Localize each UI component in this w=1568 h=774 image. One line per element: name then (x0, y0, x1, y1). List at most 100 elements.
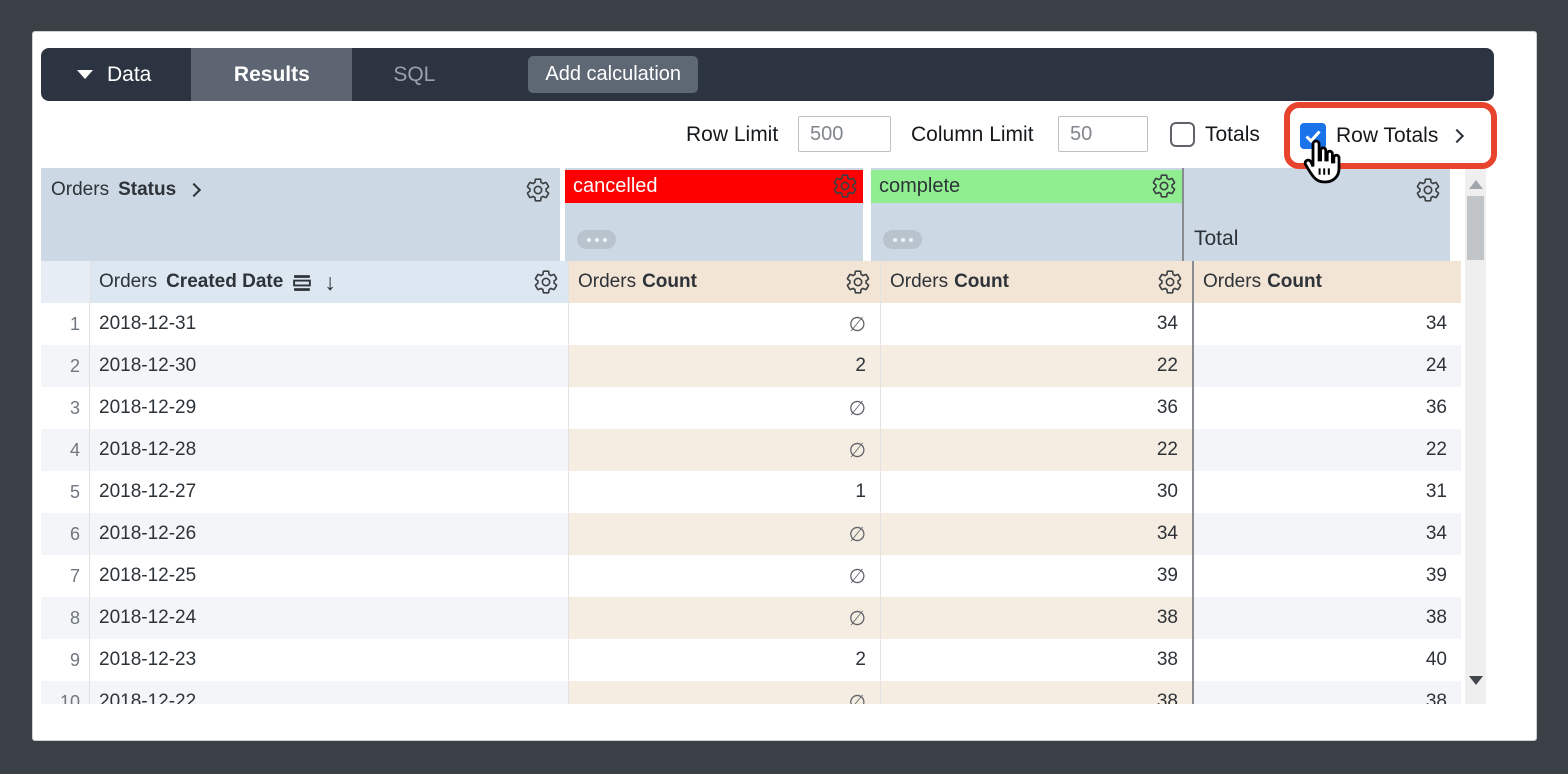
explore-results-card: Data Results SQL Add calculation Row Lim… (32, 31, 1537, 741)
cell-complete-count[interactable]: 30 (881, 471, 1194, 513)
pivot-field-name: Status (118, 179, 177, 200)
table-row: 6 2018-12-26 ∅ 34 34 (41, 513, 1465, 555)
pivot-column-complete[interactable]: complete (871, 168, 1184, 261)
cell-complete-count[interactable]: 38 (881, 597, 1194, 639)
cell-cancelled-count[interactable]: ∅ (569, 303, 881, 345)
dimension-header[interactable]: Orders Created Date ↓ (41, 261, 569, 303)
totals-label: Totals (1205, 123, 1260, 146)
data-tab-label: Data (107, 62, 152, 86)
cell-row-total[interactable]: 31 (1425, 481, 1447, 502)
cell-cancelled-count[interactable]: ∅ (569, 555, 881, 597)
cell-cancelled-count[interactable]: ∅ (569, 387, 881, 429)
measure-name: Count (642, 271, 697, 292)
chevron-right-icon[interactable] (1450, 128, 1465, 143)
gear-icon[interactable] (533, 269, 559, 295)
cell-complete-count[interactable]: 34 (881, 513, 1194, 555)
table-body: 1 2018-12-31 ∅ 34 34 2 2018-12-30 2 22 2… (41, 303, 1465, 704)
row-limit-input[interactable] (798, 116, 891, 152)
row-index: 3 (41, 387, 90, 429)
data-section-toggle[interactable]: Data (41, 48, 191, 101)
cell-complete-count[interactable]: 38 (881, 681, 1194, 704)
cell-created-date[interactable]: 2018-12-31 (90, 303, 569, 345)
pivot-column-total[interactable]: Total (1184, 168, 1450, 261)
cell-row-total[interactable]: 40 (1425, 649, 1447, 670)
tab-results[interactable]: Results (191, 48, 353, 101)
cell-created-date[interactable]: 2018-12-28 (90, 429, 569, 471)
cell-row-total[interactable]: 34 (1194, 513, 1461, 555)
gear-icon[interactable] (1415, 177, 1441, 203)
ellipsis-menu-button[interactable] (577, 230, 616, 249)
measure-header-cancelled[interactable]: Orders Count (569, 261, 881, 303)
cell-complete-count[interactable]: 39 (881, 555, 1194, 597)
cell-cancelled-count[interactable]: 1 (569, 471, 881, 513)
table-row: 8 2018-12-24 ∅ 38 38 (41, 597, 1465, 639)
cell-complete-count[interactable]: 36 (881, 387, 1194, 429)
table-row: 2 2018-12-30 2 22 24 (41, 345, 1465, 387)
cell-created-date[interactable]: 2018-12-26 (90, 513, 569, 555)
pivot-field-prefix: Orders (51, 179, 110, 200)
gear-icon[interactable] (525, 177, 551, 203)
measure-header-total[interactable]: Orders Count (1194, 261, 1461, 303)
ellipsis-menu-button[interactable] (883, 230, 922, 249)
pivot-value-cancelled[interactable]: cancelled (565, 170, 863, 203)
row-totals-label: Row Totals (1336, 123, 1439, 147)
cell-created-date[interactable]: 2018-12-24 (90, 597, 569, 639)
measure-name: Count (954, 271, 1009, 292)
cell-cancelled-count[interactable]: 2 (569, 639, 881, 681)
cell-row-total[interactable]: 24 (1194, 345, 1461, 387)
column-limit-input[interactable] (1058, 116, 1148, 152)
add-calculation-button[interactable]: Add calculation (528, 56, 699, 93)
cell-cancelled-count[interactable]: ∅ (569, 429, 881, 471)
cell-complete-count[interactable]: 22 (881, 429, 1194, 471)
row-limit-label: Row Limit (686, 123, 779, 146)
measure-header-complete[interactable]: Orders Count (881, 261, 1194, 303)
cell-row-total[interactable]: 36 (1425, 397, 1447, 418)
cell-created-date[interactable]: 2018-12-29 (90, 387, 569, 429)
gear-icon[interactable] (832, 173, 858, 199)
cell-created-date[interactable]: 2018-12-30 (90, 345, 569, 387)
row-index: 10 (41, 681, 90, 704)
cell-created-date[interactable]: 2018-12-27 (90, 471, 569, 513)
results-table: Orders Status cancelled (41, 168, 1486, 704)
pivot-field-header[interactable]: Orders Status (41, 168, 565, 261)
pivot-column-cancelled[interactable]: cancelled (565, 168, 871, 261)
vertical-scrollbar[interactable] (1465, 168, 1486, 704)
row-index: 5 (41, 471, 90, 513)
gear-icon[interactable] (845, 269, 871, 295)
total-column-label: Total (1194, 227, 1239, 250)
row-index: 8 (41, 597, 90, 639)
cell-row-total[interactable]: 38 (1194, 597, 1461, 639)
cell-cancelled-count[interactable]: 2 (569, 345, 881, 387)
explore-topbar: Data Results SQL Add calculation (41, 48, 1494, 101)
pivot-value-label: complete (879, 175, 961, 197)
row-index: 2 (41, 345, 90, 387)
scrollbar-thumb[interactable] (1467, 196, 1484, 260)
row-index: 6 (41, 513, 90, 555)
cell-complete-count[interactable]: 34 (881, 303, 1194, 345)
cell-row-total[interactable]: 22 (1194, 429, 1461, 471)
gear-icon[interactable] (1157, 269, 1183, 295)
table-row: 5 2018-12-27 1 30 31 (41, 471, 1465, 513)
date-grouping-icon[interactable] (292, 272, 313, 293)
table-row: 1 2018-12-31 ∅ 34 34 (41, 303, 1465, 345)
totals-checkbox[interactable] (1170, 122, 1195, 147)
cell-complete-count[interactable]: 38 (881, 639, 1194, 681)
cell-row-total[interactable]: 38 (1194, 681, 1461, 704)
scroll-down-icon[interactable] (1469, 676, 1483, 685)
tab-sql[interactable]: SQL (393, 62, 436, 86)
scroll-up-icon[interactable] (1469, 180, 1483, 189)
cell-created-date[interactable]: 2018-12-22 (90, 681, 569, 704)
cell-cancelled-count[interactable]: ∅ (569, 597, 881, 639)
cell-cancelled-count[interactable]: ∅ (569, 681, 881, 704)
measure-prefix: Orders (890, 271, 949, 292)
cell-created-date[interactable]: 2018-12-23 (90, 639, 569, 681)
measure-header-row: Orders Created Date ↓ Orders (41, 261, 1465, 303)
cell-complete-count[interactable]: 22 (881, 345, 1194, 387)
gear-icon[interactable] (1151, 173, 1177, 199)
cell-row-total[interactable]: 34 (1425, 313, 1447, 334)
pivot-value-complete[interactable]: complete (871, 170, 1182, 203)
cell-cancelled-count[interactable]: ∅ (569, 513, 881, 555)
sort-descending-icon[interactable]: ↓ (324, 268, 336, 295)
cell-row-total[interactable]: 39 (1425, 565, 1447, 586)
cell-created-date[interactable]: 2018-12-25 (90, 555, 569, 597)
